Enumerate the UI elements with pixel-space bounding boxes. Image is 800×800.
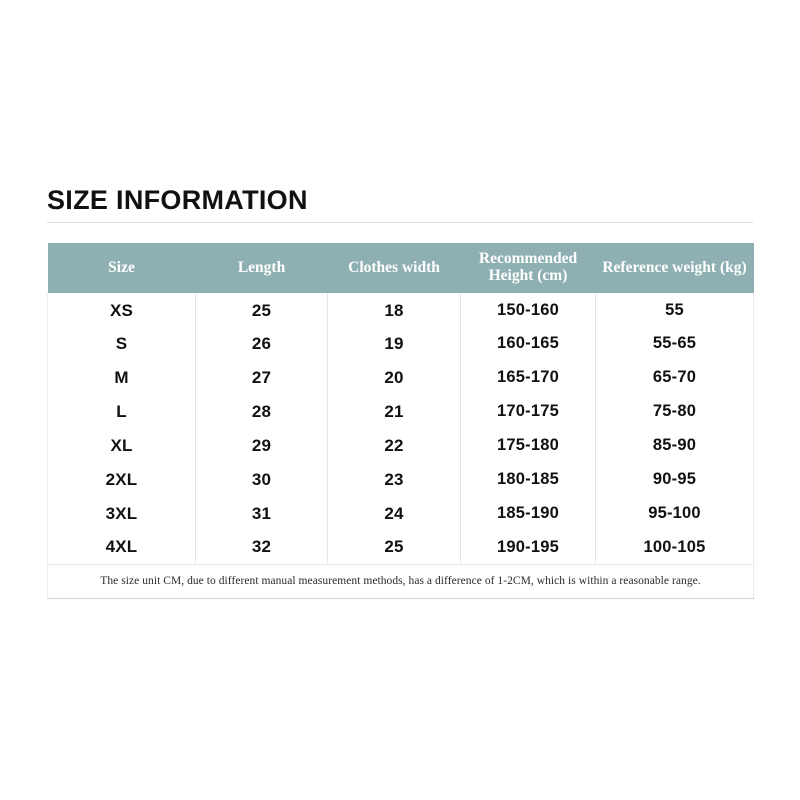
table-row: L 28 21 170-175 75-80 — [47, 394, 754, 429]
cell-clothes-width: 25 — [327, 530, 461, 565]
table-row: XS 25 18 150-160 55 — [47, 292, 754, 327]
table-row: M 27 20 165-170 65-70 — [47, 360, 754, 395]
cell-weight: 90-95 — [595, 462, 754, 497]
cell-size: XS — [47, 292, 196, 327]
cell-length: 30 — [195, 462, 328, 497]
cell-weight: 65-70 — [595, 360, 754, 395]
cell-clothes-width: 22 — [327, 428, 461, 463]
cell-size: 4XL — [47, 530, 196, 565]
cell-length: 27 — [195, 360, 328, 395]
cell-weight: 100-105 — [595, 530, 754, 565]
size-table-container: Size Length Clothes width Recommended He… — [47, 243, 754, 600]
cell-height: 165-170 — [460, 360, 596, 395]
cell-length: 31 — [195, 496, 328, 531]
table-row: S 26 19 160-165 55-65 — [47, 326, 754, 361]
cell-size: 3XL — [47, 496, 196, 531]
cell-height: 190-195 — [460, 530, 596, 565]
cell-height: 180-185 — [460, 462, 596, 497]
cell-height: 175-180 — [460, 428, 596, 463]
cell-height: 185-190 — [460, 496, 596, 531]
cell-clothes-width: 19 — [327, 326, 461, 361]
column-header-clothes-width: Clothes width — [327, 243, 461, 293]
measurement-note: The size unit CM, due to different manua… — [47, 564, 754, 600]
table-footnote-row: The size unit CM, due to different manua… — [47, 564, 754, 600]
table-row: 3XL 31 24 185-190 95-100 — [47, 496, 754, 531]
cell-weight: 75-80 — [595, 394, 754, 429]
cell-weight: 55-65 — [595, 326, 754, 361]
table-header: Size Length Clothes width Recommended He… — [47, 243, 754, 293]
cell-length: 28 — [195, 394, 328, 429]
table-row: XL 29 22 175-180 85-90 — [47, 428, 754, 463]
size-information-table: Size Length Clothes width Recommended He… — [47, 243, 754, 600]
column-header-weight: Reference weight (kg) — [595, 243, 754, 293]
title-block: SIZE INFORMATION — [47, 185, 753, 224]
table-header-row: Size Length Clothes width Recommended He… — [47, 243, 754, 293]
cell-weight: 55 — [595, 292, 754, 327]
cell-height: 160-165 — [460, 326, 596, 361]
cell-length: 26 — [195, 326, 328, 361]
column-header-length: Length — [195, 243, 328, 293]
cell-clothes-width: 23 — [327, 462, 461, 497]
cell-length: 29 — [195, 428, 328, 463]
cell-height: 150-160 — [460, 292, 596, 327]
column-header-size: Size — [47, 243, 196, 293]
page-title: SIZE INFORMATION — [47, 185, 308, 215]
table-body: XS 25 18 150-160 55 S 26 19 160-165 55-6… — [47, 292, 754, 600]
cell-length: 25 — [195, 292, 328, 327]
column-header-height: Recommended Height (cm) — [460, 243, 596, 293]
cell-length: 32 — [195, 530, 328, 565]
title-divider — [47, 222, 753, 224]
cell-clothes-width: 24 — [327, 496, 461, 531]
cell-size: XL — [47, 428, 196, 463]
cell-size: S — [47, 326, 196, 361]
cell-size: M — [47, 360, 196, 395]
cell-clothes-width: 21 — [327, 394, 461, 429]
cell-height: 170-175 — [460, 394, 596, 429]
table-row: 4XL 32 25 190-195 100-105 — [47, 530, 754, 565]
cell-weight: 95-100 — [595, 496, 754, 531]
cell-clothes-width: 18 — [327, 292, 461, 327]
cell-size: L — [47, 394, 196, 429]
cell-weight: 85-90 — [595, 428, 754, 463]
cell-clothes-width: 20 — [327, 360, 461, 395]
cell-size: 2XL — [47, 462, 196, 497]
table-row: 2XL 30 23 180-185 90-95 — [47, 462, 754, 497]
